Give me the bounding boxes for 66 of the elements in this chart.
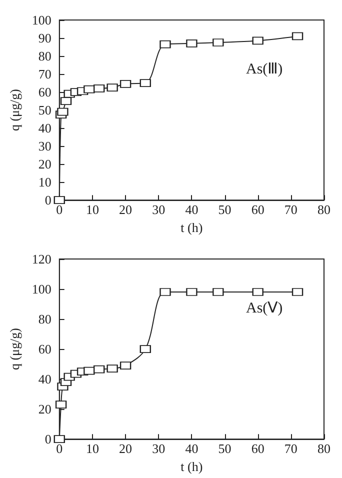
y-tick-label: 80 xyxy=(38,312,52,327)
y-tick-label: 10 xyxy=(38,174,52,190)
point xyxy=(94,84,105,92)
y-tick-label: 0 xyxy=(44,192,52,208)
point xyxy=(186,288,198,296)
point xyxy=(212,288,224,296)
x-tick-label: 70 xyxy=(284,441,298,456)
point xyxy=(54,435,65,444)
point xyxy=(292,32,304,40)
y-tick-label: 100 xyxy=(32,282,52,297)
y-tick-label: 60 xyxy=(38,84,52,100)
point xyxy=(292,288,304,296)
point xyxy=(160,40,171,48)
y-tick-label: 60 xyxy=(38,342,52,357)
x-tick-label: 60 xyxy=(251,202,264,218)
point xyxy=(120,362,132,370)
y-tick-label: 120 xyxy=(32,252,52,266)
point xyxy=(160,288,171,296)
y-tick-label: 40 xyxy=(38,120,52,136)
point xyxy=(252,288,264,296)
point xyxy=(106,364,118,373)
point xyxy=(186,39,198,48)
x-tick-label: 10 xyxy=(86,441,99,456)
point xyxy=(120,80,132,88)
x-tick-label: 0 xyxy=(56,202,63,218)
x-tick-label: 50 xyxy=(218,202,232,218)
point xyxy=(140,345,151,354)
point xyxy=(106,84,118,92)
y-axis-title: q (μg/g) xyxy=(7,89,22,132)
x-tick-label: 20 xyxy=(119,441,132,456)
point xyxy=(140,79,151,88)
y-tick-label: 100 xyxy=(32,12,52,28)
x-tick-label: 50 xyxy=(218,441,232,456)
series-label: As(Ⅲ) xyxy=(246,62,283,78)
series-label: As(Ⅴ) xyxy=(246,300,283,316)
x-tick-label: 70 xyxy=(284,202,298,218)
x-axis-title: t (h) xyxy=(180,459,203,474)
point xyxy=(56,400,67,409)
x-axis-title: t (h) xyxy=(180,220,203,235)
y-tick-label: 30 xyxy=(38,138,52,154)
y-tick-label: 40 xyxy=(38,372,52,387)
point xyxy=(54,196,65,204)
point xyxy=(84,85,95,94)
point xyxy=(94,365,105,374)
point xyxy=(57,108,68,116)
x-tick-label: 60 xyxy=(251,441,264,456)
x-tick-label: 40 xyxy=(185,441,198,456)
x-tick-label: 20 xyxy=(119,202,132,218)
x-tick-label: 80 xyxy=(318,441,330,456)
x-tick-label: 30 xyxy=(152,202,166,218)
x-tick-label: 40 xyxy=(185,202,198,218)
x-tick-label: 10 xyxy=(86,202,99,218)
point xyxy=(60,97,72,106)
y-tick-label: 70 xyxy=(38,66,52,82)
y-tick-label: 80 xyxy=(38,48,52,64)
y-axis-title: q (μg/g) xyxy=(7,328,22,370)
x-tick-label: 80 xyxy=(318,202,330,218)
y-tick-label: 20 xyxy=(38,156,52,172)
y-tick-label: 20 xyxy=(38,402,52,417)
x-tick-label: 0 xyxy=(56,441,63,456)
y-tick-label: 90 xyxy=(38,30,52,46)
point xyxy=(252,36,264,45)
x-tick-label: 30 xyxy=(152,441,166,456)
point xyxy=(212,38,224,47)
y-tick-label: 0 xyxy=(44,432,52,447)
y-tick-label: 50 xyxy=(38,102,52,118)
